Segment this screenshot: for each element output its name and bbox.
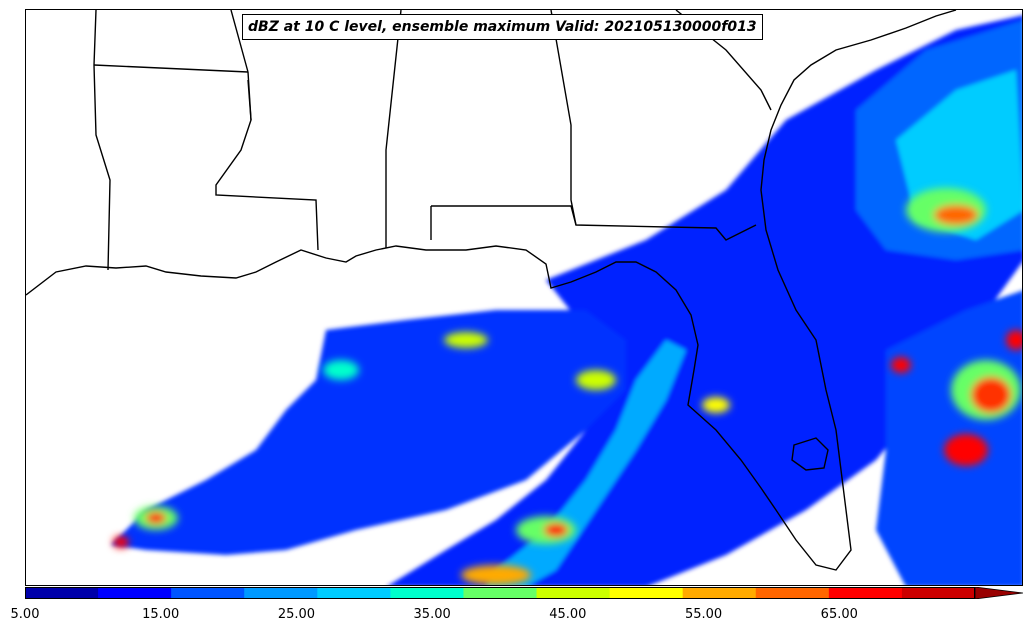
colorbar-swatch [536, 587, 611, 599]
colorbar-swatch [901, 587, 976, 599]
map-title: dBZ at 10 C level, ensemble maximum Vali… [242, 14, 763, 40]
colorbar-swatch [609, 587, 684, 599]
border-ms-al [385, 10, 402, 248]
boundaries [26, 10, 957, 571]
colorbar-tick-label: 5.00 [10, 607, 40, 622]
colorbar-swatch [171, 587, 245, 599]
colorbar-swatch [390, 587, 464, 599]
colorbar-tick-label: 55.00 [684, 607, 723, 622]
lake-okeechobee [791, 437, 829, 471]
reflectivity-map [26, 10, 1022, 585]
colorbar-tick-label: 65.00 [820, 607, 858, 622]
colorbar-swatch [755, 587, 830, 599]
core-band [487, 340, 686, 585]
colorbar-swatch [682, 587, 757, 599]
colorbar-tick-label: 35.00 [413, 607, 451, 622]
border-tx-la [93, 10, 111, 271]
colorbar-swatch [244, 587, 318, 599]
colorbar-extend-arrow [974, 587, 1023, 599]
colorbar-swatches [25, 587, 1023, 599]
gulf-coast [26, 10, 957, 571]
colorbar-outline [25, 587, 975, 599]
colorbar-swatch [828, 587, 903, 599]
border-al-fl [430, 205, 757, 241]
border-ar-la [93, 64, 249, 73]
colorbar-swatch [317, 587, 391, 599]
border-al-ga [550, 10, 577, 226]
ms-river [230, 10, 252, 121]
colorbar-swatch [463, 587, 538, 599]
colorbar-swatch [98, 587, 172, 599]
colorbar-swatch [25, 587, 99, 599]
colorbar [25, 587, 1023, 599]
convective-cells [113, 188, 1022, 585]
swath-west [111, 310, 626, 555]
colorbar-tick-label: 45.00 [549, 607, 587, 622]
map-panel [25, 9, 1023, 586]
colorbar-tick-label: 15.00 [142, 607, 180, 622]
colorbar-tick-label: 25.00 [277, 607, 316, 622]
border-la-ms [215, 71, 319, 251]
